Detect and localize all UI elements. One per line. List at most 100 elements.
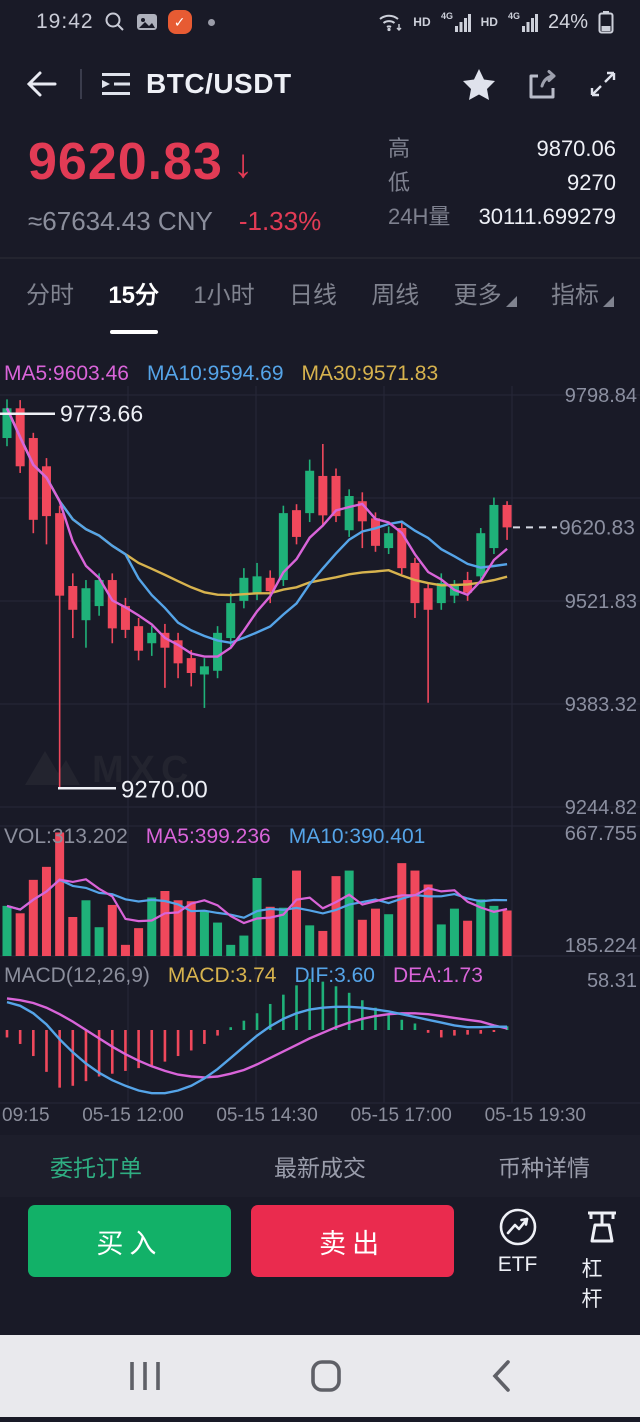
high-value: 9870.06 (536, 136, 616, 161)
x-axis-labels: 09:15 05-15 12:00 05-15 14:30 05-15 17:00 05… (0, 1105, 588, 1127)
bottom-tab-委托订单[interactable]: 委托订单 (50, 1155, 142, 1181)
search-icon (105, 12, 124, 31)
x-axis-tick: 05-15 14:30 (216, 1105, 318, 1126)
orderbook-icon[interactable] (100, 71, 132, 97)
svg-text:9521.83: 9521.83 (565, 591, 637, 613)
section-divider (0, 257, 640, 259)
ma5-label: MA5:9603.46 (4, 362, 129, 385)
dif-value-label: DIF:3.60 (294, 964, 375, 987)
app-bar: BTC/USDT (0, 44, 640, 124)
gallery-notification-icon (136, 14, 157, 30)
macd-value-label: MACD:3.74 (167, 964, 277, 987)
etf-label: ETF (497, 1253, 538, 1276)
low-value: 9270 (567, 170, 616, 195)
sell-button[interactable]: 卖出 (250, 1205, 454, 1277)
volume-indicator-row: VOL:313.202 MA5:399.236 MA10:390.401 (4, 825, 425, 849)
bottom-gap (0, 1300, 640, 1335)
app-notification-badge: ✓ (167, 10, 192, 34)
svg-text:9798.84: 9798.84 (565, 385, 637, 407)
ticker-panel: 9620.83 ↓ ≈67634.43 CNY -1.33% 高 9870.06 … (0, 124, 640, 255)
vol-label: VOL:313.202 (4, 825, 128, 848)
high-label: 高 (388, 136, 411, 161)
svg-text:4G: 4G (441, 11, 453, 21)
fullscreen-icon[interactable] (590, 71, 616, 97)
svg-text:4G: 4G (508, 11, 520, 21)
ma10-label: MA10:9594.69 (146, 362, 284, 385)
home-icon[interactable] (310, 1359, 342, 1393)
network-hd-label: HD (413, 15, 431, 29)
fiat-equivalent: ≈67634.43 CNY (28, 206, 213, 236)
macd-indicator-row: MACD(12,26,9) MACD:3.74 DIF:3.60 DEA:1.7… (4, 964, 483, 988)
network-hd-label-2: HD (480, 15, 498, 29)
back-icon[interactable] (24, 69, 58, 99)
price-annotations: 9773.66 9270.00 9620.83 (0, 401, 635, 803)
leverage-label: 杠杆 (581, 1258, 603, 1311)
wifi-icon (379, 14, 402, 32)
chart-canvas[interactable]: MXC 9773.66 9270.00 9620.83 9798.84 9521.83 93… (0, 353, 640, 1105)
svg-text:9773.66: 9773.66 (60, 401, 143, 427)
back-nav-icon[interactable] (490, 1359, 512, 1393)
svg-text:9270.00: 9270.00 (121, 776, 208, 803)
clock: 19:42 (36, 10, 94, 33)
buy-button[interactable]: 买入 (28, 1205, 231, 1277)
kline-chart[interactable]: MXC 9773.66 9270.00 9620.83 9798.84 9521.83 93… (0, 353, 640, 1135)
last-price: 9620.83 (28, 133, 223, 191)
interval-tab-1小时[interactable]: 1小时 (193, 282, 255, 309)
x-axis-tick: 09:15 (2, 1105, 50, 1126)
notification-dot (207, 18, 215, 26)
more-menu-tab[interactable]: 更多 (454, 275, 517, 334)
ma30-label: MA30:9571.83 (301, 362, 439, 385)
y-axis-labels: 9798.84 9521.83 9383.32 9244.82 667.755 185.2… (565, 385, 637, 992)
interval-tab-15分[interactable]: 15分 (108, 275, 159, 334)
battery-icon (598, 11, 614, 34)
leverage-icon (587, 1211, 616, 1243)
x-axis-tick: 05-15 17:00 (350, 1105, 452, 1126)
price-ma-lines (5, 407, 508, 658)
page-title: BTC/USDT (146, 68, 292, 99)
dropdown-triangle-icon (505, 296, 517, 307)
ma-indicator-row: MA5:9603.46 MA10:9594.69 MA30:9571.83 (4, 362, 438, 386)
svg-text:9383.32: 9383.32 (565, 694, 637, 716)
vol-ma10-label: MA10:390.401 (288, 825, 426, 848)
etf-icon (499, 1208, 536, 1246)
indicator-menu-tab[interactable]: 指标 (551, 275, 614, 334)
svg-text:9620.83: 9620.83 (559, 516, 635, 539)
dea-value-label: DEA:1.73 (392, 964, 483, 987)
android-nav-bar (0, 1335, 640, 1417)
trade-action-row: 买入 卖出 ETF 杠杆 (0, 1197, 640, 1311)
price-down-arrow-icon: ↓ (232, 141, 253, 186)
favorite-star-icon[interactable] (462, 68, 496, 100)
svg-text:667.755: 667.755 (565, 823, 637, 845)
interval-tab-分时[interactable]: 分时 (26, 282, 74, 309)
x-axis-tick: 05-15 12:00 (82, 1105, 184, 1126)
volume-value: 30111.699279 (478, 204, 616, 229)
interval-tab-bar: 分时 15分 1小时 日线 周线 更多 指标 (0, 259, 640, 353)
change-percent: -1.33% (238, 206, 322, 236)
appbar-divider (80, 69, 82, 99)
battery-percent: 24% (547, 10, 588, 33)
bottom-tab-最新成交[interactable]: 最新成交 (274, 1155, 366, 1181)
recent-apps-icon[interactable] (128, 1360, 162, 1392)
leverage-shortcut[interactable]: 杠杆 (582, 1205, 622, 1313)
svg-text:58.31: 58.31 (587, 970, 637, 992)
interval-tab-日线[interactable]: 日线 (289, 282, 337, 309)
volume-label: 24H量 (388, 204, 451, 229)
svg-text:9244.82: 9244.82 (565, 797, 637, 819)
signal-4g-icon: 4G (441, 11, 471, 32)
dropdown-triangle-icon (602, 296, 614, 307)
share-icon[interactable] (526, 68, 560, 100)
grid-layer (0, 386, 640, 1104)
bottom-tab-币种详情[interactable]: 币种详情 (498, 1155, 590, 1181)
interval-tab-周线[interactable]: 周线 (371, 282, 420, 309)
vol-ma5-label: MA5:399.236 (145, 825, 271, 848)
svg-text:185.224: 185.224 (565, 935, 637, 957)
signal-4g-icon-2: 4G (508, 11, 538, 32)
volume-layer (2, 832, 512, 956)
x-axis-tick: 05-15 19:30 (484, 1105, 586, 1126)
etf-shortcut[interactable]: ETF (498, 1205, 538, 1277)
low-label: 低 (388, 170, 411, 195)
bottom-tab-bar: 委托订单 最新成交 币种详情 (0, 1135, 640, 1197)
status-bar: 19:42 ✓ HD 4G HD 4G 24% (0, 0, 640, 44)
macd-layer (5, 978, 509, 1095)
svg-text:MXC: MXC (92, 749, 194, 791)
